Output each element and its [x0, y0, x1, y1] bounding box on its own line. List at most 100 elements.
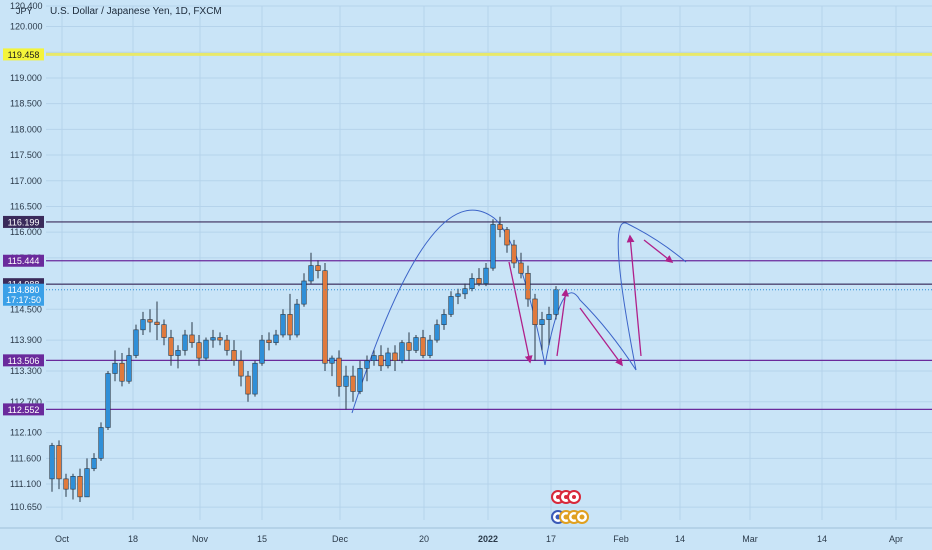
candle-body	[357, 368, 363, 392]
candle-body	[161, 324, 167, 338]
trend-arrow-drawing	[508, 261, 533, 364]
y-tick-label: 113.300	[10, 366, 42, 376]
candle-body	[532, 298, 538, 325]
candle-body	[126, 355, 132, 382]
candle-body	[133, 329, 139, 356]
candle-body	[98, 427, 104, 459]
event-flag-dot-icon	[579, 514, 585, 520]
candle-body	[182, 334, 188, 351]
y-tick-label: 118.500	[10, 99, 42, 109]
candle-body	[77, 476, 83, 498]
candle-body	[154, 321, 160, 325]
x-tick-label: Dec	[332, 534, 349, 544]
candle-body	[518, 262, 524, 274]
y-tick-label: 120.000	[10, 22, 43, 32]
x-tick-label: 18	[128, 534, 138, 544]
candle-body	[203, 339, 209, 359]
level-label: 115.444	[8, 256, 40, 266]
y-tick-label: 120.400	[10, 1, 43, 11]
trend-arrow-drawing	[556, 288, 570, 357]
x-tick-label: Feb	[613, 534, 629, 544]
candle-body	[259, 339, 265, 364]
y-tick-label: 117.000	[10, 176, 42, 186]
candle-body	[476, 278, 482, 284]
candle-body	[287, 314, 293, 336]
candle-body	[434, 324, 440, 341]
candle-body	[448, 296, 454, 315]
level-label: 116.199	[8, 217, 40, 227]
candle-body	[252, 362, 258, 395]
x-tick-label: Mar	[742, 534, 758, 544]
right-shoulder-arc-drawing	[544, 292, 637, 371]
event-flag-dot-icon	[564, 495, 568, 499]
y-tick-label: 112.100	[10, 428, 42, 438]
candle-body	[280, 314, 286, 336]
level-label: 119.458	[8, 50, 40, 60]
y-tick-label: 112.700	[10, 397, 42, 407]
candle-body	[406, 342, 412, 351]
x-tick-label: 15	[257, 534, 267, 544]
candle-body	[210, 337, 216, 341]
candle-body	[224, 339, 230, 351]
x-tick-label: Nov	[192, 534, 209, 544]
candle-body	[364, 360, 370, 369]
y-tick-label: 111.100	[10, 479, 41, 489]
y-tick-label: 117.500	[10, 150, 42, 160]
candle-body	[84, 468, 90, 498]
candle-body	[245, 375, 251, 395]
candle-body	[105, 373, 111, 428]
level-label-bg	[3, 215, 44, 228]
candle-body	[350, 375, 356, 392]
y-tick-label: 116.500	[10, 201, 42, 211]
candle-body	[553, 289, 559, 315]
candle-body	[371, 355, 377, 361]
candle-body	[497, 224, 503, 230]
level-label-bg	[3, 254, 44, 267]
current-price-tag	[3, 283, 44, 306]
current-price-label: 114.880	[8, 285, 40, 295]
candle-body	[315, 265, 321, 272]
candle-body	[301, 280, 307, 305]
level-label: 113.506	[8, 356, 40, 366]
candle-body	[322, 270, 328, 364]
x-tick-label: 20	[419, 534, 429, 544]
candle-body	[119, 362, 125, 382]
chart-title[interactable]: U.S. Dollar / Japanese Yen, 1D, FXCM	[50, 6, 222, 17]
event-flag-dot-icon	[556, 495, 560, 499]
candle-body	[413, 337, 419, 351]
candle-body	[294, 303, 300, 336]
candle-body	[441, 314, 447, 325]
candle-body	[175, 350, 181, 356]
candle-body	[273, 334, 279, 343]
candle-body	[238, 360, 244, 377]
countdown-label: 17:17:50	[6, 295, 41, 305]
candle-body	[455, 293, 461, 297]
candle-body	[525, 272, 531, 300]
projected-arc-drawing	[617, 222, 687, 371]
level-label-bg	[3, 403, 44, 416]
trend-arrow-drawing	[626, 234, 642, 357]
y-tick-label: 118.000	[10, 124, 42, 134]
trend-arrow-drawing	[579, 307, 623, 367]
candle-body	[462, 288, 468, 295]
x-tick-label: Oct	[55, 534, 70, 544]
y-tick-label: 111.600	[10, 453, 41, 463]
candle-body	[420, 337, 426, 356]
candle-body	[140, 319, 146, 331]
x-tick-label: 14	[675, 534, 685, 544]
y-tick-label: 110.650	[10, 502, 42, 512]
level-label: 112.552	[8, 405, 40, 415]
candle-body	[49, 445, 55, 480]
level-label-bg	[3, 48, 44, 61]
currency-unit-label: JPY	[16, 6, 33, 16]
y-tick-label: 113.900	[10, 335, 42, 345]
candle-body	[308, 265, 314, 282]
candle-body	[147, 319, 153, 323]
level-label-bg	[3, 354, 44, 367]
candle-body	[112, 362, 118, 374]
x-tick-label: 2022	[478, 534, 498, 544]
candle-body	[399, 342, 405, 361]
